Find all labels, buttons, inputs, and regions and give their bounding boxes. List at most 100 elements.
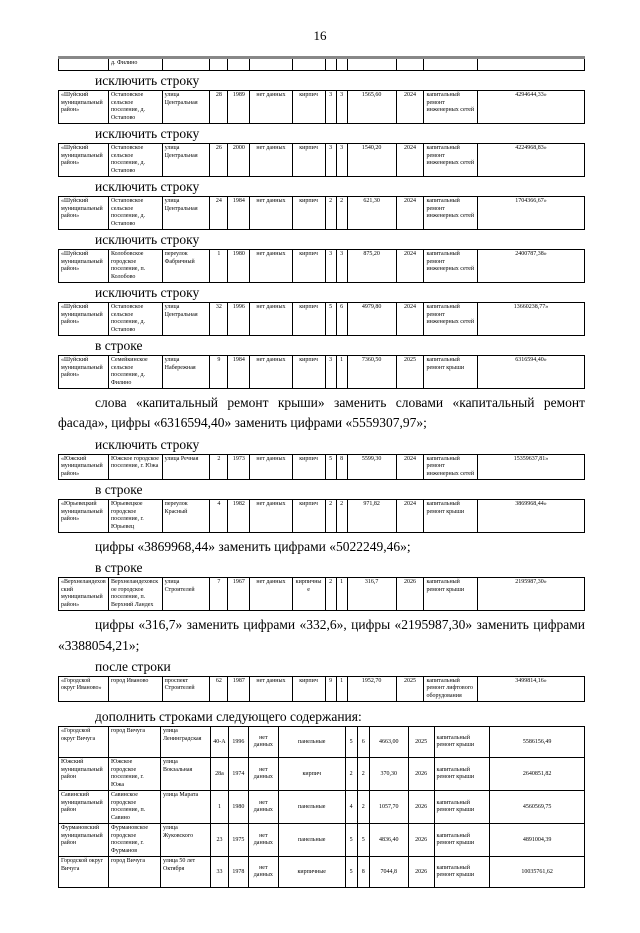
table-cell: 2025 — [395, 355, 425, 389]
table-cell: 4891004,39 — [489, 823, 585, 858]
exclude-row-table: «Шуйский муниципальный район» Остаповское… — [58, 302, 585, 336]
table-cell: 28а — [210, 757, 229, 792]
table-cell: 1974 — [227, 757, 249, 792]
table-cell: 2 — [324, 499, 337, 533]
table-cell: 32 — [209, 302, 229, 336]
section-heading-in-row: в строке — [95, 338, 143, 353]
section-heading-append-rows: дополнить строками следующего содержания… — [95, 709, 362, 725]
table-cell: панельные — [277, 790, 346, 825]
table-cell — [423, 57, 479, 71]
table-cell: капитальный ремонт крыши — [433, 726, 491, 759]
table-cell — [324, 57, 337, 71]
table-cell: 8 — [335, 453, 348, 480]
table-cell: капитальный ремонт инженерных сетей — [423, 196, 479, 230]
table-cell: 1967 — [227, 577, 251, 612]
table-cell: 1984 — [227, 355, 251, 389]
table-cell: 1973 — [227, 453, 251, 480]
table-cell: 1989 — [227, 90, 251, 124]
section-heading-exclude-row: исключить строку — [95, 179, 200, 194]
table-cell: 2026 — [395, 577, 425, 612]
table-cell: капитальный ремонт крыши — [423, 355, 479, 389]
table-cell: кирпич — [291, 453, 326, 480]
table-cell: улица Речная — [161, 453, 211, 480]
table-cell: 6 — [335, 302, 348, 336]
table-cell: 6 — [356, 726, 370, 759]
table-cell: 7044,8 — [368, 856, 409, 889]
table-cell: «Южский муниципальный район» — [58, 453, 109, 480]
table-cell: 1952,70 — [346, 675, 397, 703]
document-page: 16 д. Филино исключить строку «Шуйский м… — [0, 28, 640, 889]
table-cell: 2 — [209, 453, 229, 480]
table-cell — [209, 57, 229, 71]
table-cell — [161, 57, 211, 71]
table-cell: 3499814,16» — [477, 675, 585, 703]
table-cell: 9 — [324, 675, 337, 703]
table-cell: нет данных — [249, 302, 293, 336]
table-cell: 62 — [209, 675, 229, 703]
table-cell: 13660238,77» — [477, 302, 585, 336]
table-cell: капитальный ремонт крыши — [433, 856, 491, 889]
table-cell: 7 — [209, 577, 229, 612]
table-cell: проспект Строителей — [161, 675, 211, 703]
exclude-row-table: «Шуйский муниципальный район» Остаповское… — [58, 90, 585, 124]
table-cell: улица Жуковского — [160, 823, 211, 858]
table-row: «Шуйский муниципальный район» Остаповское… — [58, 196, 585, 230]
table-cell: «Верхнеландеховский муниципальный район» — [58, 577, 109, 612]
table-cell: капитальный ремонт крыши — [433, 757, 491, 792]
table-cell — [227, 57, 251, 71]
table-cell: «Шуйский муниципальный район» — [58, 196, 109, 230]
table-cell: 40-А — [210, 726, 229, 759]
table-cell: 875,20 — [346, 249, 397, 283]
table-cell: 2 — [335, 499, 348, 533]
table-cell: кирпич — [291, 143, 326, 177]
table-cell: 24 — [209, 196, 229, 230]
table-cell — [346, 57, 397, 71]
table-cell: 5 — [356, 823, 370, 858]
table-cell: 1 — [210, 790, 229, 825]
table-cell: Савинское городское поселение, п. Савино — [107, 790, 162, 825]
table-row: «Городской округ Вичуга город Вичуга улица… — [58, 726, 585, 759]
after-row-table: «Городской округ Иваново» город Иваново пр… — [58, 675, 585, 703]
table-cell: капитальный ремонт инженерных сетей — [423, 302, 479, 336]
table-cell: 5 — [324, 302, 337, 336]
table-cell: «Шуйский муниципальный район» — [58, 249, 109, 283]
table-cell: Городской округ Вичуга — [58, 856, 109, 889]
table-cell: 2 — [356, 757, 370, 792]
table-cell: город Вичуга — [107, 726, 162, 759]
section-heading-after-row: после строки — [95, 658, 171, 674]
table-cell: кирпич — [291, 249, 326, 283]
table-cell: нет данных — [249, 143, 293, 177]
table-cell — [249, 57, 293, 71]
table-cell: нет данных — [247, 726, 279, 759]
table-cell: 7360,50 — [346, 355, 397, 389]
table-cell: 5586156,49 — [489, 726, 585, 759]
appended-rows-table: «Городской округ Вичуга город Вичуга улица… — [58, 726, 585, 889]
table-cell: 2024 — [395, 249, 425, 283]
table-cell: нет данных — [247, 790, 279, 825]
table-cell: 5 — [344, 856, 358, 889]
table-cell: нет данных — [247, 757, 279, 792]
amendment-paragraph: цифры «3869968,44» заменить цифрами «502… — [95, 539, 411, 554]
table-cell: 2 — [324, 577, 337, 612]
table-cell: 2025 — [407, 726, 435, 759]
table-cell: 3869968,44» — [477, 499, 585, 533]
table-cell: 3 — [324, 90, 337, 124]
table-cell: Остаповское сельское поселение, д. Остап… — [107, 143, 163, 177]
table-cell: Верхнеландеховское городское поселение, … — [107, 577, 163, 612]
table-cell: улица Набережная — [161, 355, 211, 389]
table-cell: 2 — [356, 790, 370, 825]
table-cell: 1982 — [227, 499, 251, 533]
table-cell: 2026 — [407, 823, 435, 858]
table-cell: 2195987,30» — [477, 577, 585, 612]
amendment-paragraph: слова «капитальный ремонт крыши» заменит… — [58, 395, 585, 431]
table-cell — [291, 57, 326, 71]
table-cell: улица Ленинградская — [160, 726, 211, 759]
table-cell: «Юрьевецкий муниципальный район» — [58, 499, 109, 533]
table-cell: 1540,20 — [346, 143, 397, 177]
table-cell: нет данных — [249, 90, 293, 124]
table-row: «Шуйский муниципальный район» Колобовское… — [58, 249, 585, 283]
table-cell: 28 — [209, 90, 229, 124]
table-cell: город Вичуга — [107, 856, 162, 889]
page-number: 16 — [313, 28, 327, 43]
table-cell: 5 — [344, 726, 358, 759]
